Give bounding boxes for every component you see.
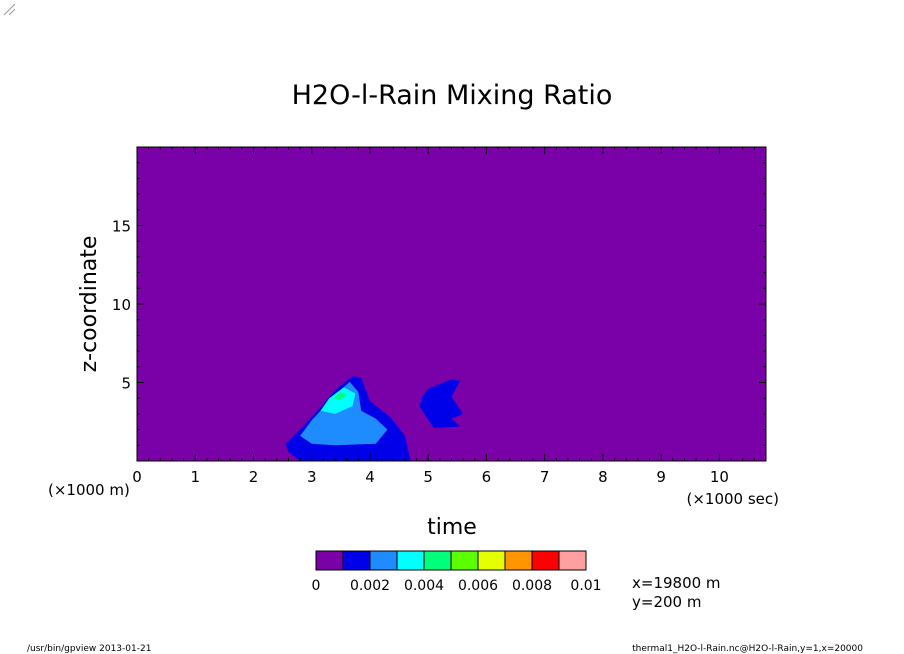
colorbar-swatch [558, 550, 587, 571]
contour-fills [285, 376, 464, 461]
colorbar-swatch [423, 550, 452, 571]
x-tick-label: 3 [307, 468, 317, 486]
colorbar-swatch [477, 550, 506, 571]
x-tick-label: 9 [656, 468, 666, 486]
colorbar-label: 0.008 [512, 578, 552, 594]
y-scale-note: (×1000 m) [48, 481, 130, 499]
plot-area: 0 1 2 3 4 5 6 7 8 9 10 5 10 15 [112, 146, 767, 486]
footer-right: thermal1_H2O-l-Rain.nc@H2O-l-Rain,y=1,x=… [632, 644, 863, 654]
x-tick-label: 5 [423, 468, 433, 486]
colorbar-swatch [396, 550, 425, 571]
x-tick-label: 0 [132, 468, 142, 486]
annotation-x: x=19800 m [632, 574, 721, 592]
colorbar-swatch [342, 550, 371, 571]
contour-region-2 [320, 387, 356, 414]
x-tick-label: 7 [540, 468, 550, 486]
y-axis-label: z-coordinate [77, 236, 102, 373]
x-tick-label: 6 [482, 468, 492, 486]
contour-region-3 [333, 391, 347, 400]
x-tick-label: 10 [710, 468, 729, 486]
y-tick-label: 5 [121, 375, 131, 393]
x-tick-label: 1 [190, 468, 200, 486]
colorbar: 0 0.002 0.004 0.006 0.008 0.01 [312, 550, 602, 594]
chart-title: H2O-l-Rain Mixing Ratio [292, 80, 613, 111]
x-tick-label: 8 [598, 468, 608, 486]
axis-ticks: 0 1 2 3 4 5 6 7 8 9 10 5 10 15 [112, 146, 767, 486]
resize-grip-icon[interactable] [0, 0, 16, 16]
colorbar-swatch [369, 550, 398, 571]
colorbar-swatch [450, 550, 479, 571]
x-tick-label: 4 [365, 468, 375, 486]
colorbar-label: 0.01 [570, 578, 601, 594]
x-axis-label: time [427, 515, 477, 540]
colorbar-swatch [504, 550, 533, 571]
colorbar-swatch [531, 550, 560, 571]
y-tick-label: 15 [112, 218, 131, 236]
contour-region-4 [419, 379, 464, 428]
colorbar-label: 0.002 [350, 578, 390, 594]
colorbar-label: 0.004 [404, 578, 444, 594]
x-scale-note: (×1000 sec) [686, 490, 779, 508]
contour-region-1 [300, 381, 388, 446]
y-tick-label: 10 [112, 296, 131, 314]
footer-left: /usr/bin/gpview 2013-01-21 [27, 644, 151, 654]
colorbar-label: 0.006 [458, 578, 498, 594]
colorbar-swatch [315, 550, 344, 571]
annotation-y: y=200 m [632, 593, 701, 611]
colorbar-label: 0 [312, 578, 321, 594]
x-tick-label: 2 [249, 468, 259, 486]
